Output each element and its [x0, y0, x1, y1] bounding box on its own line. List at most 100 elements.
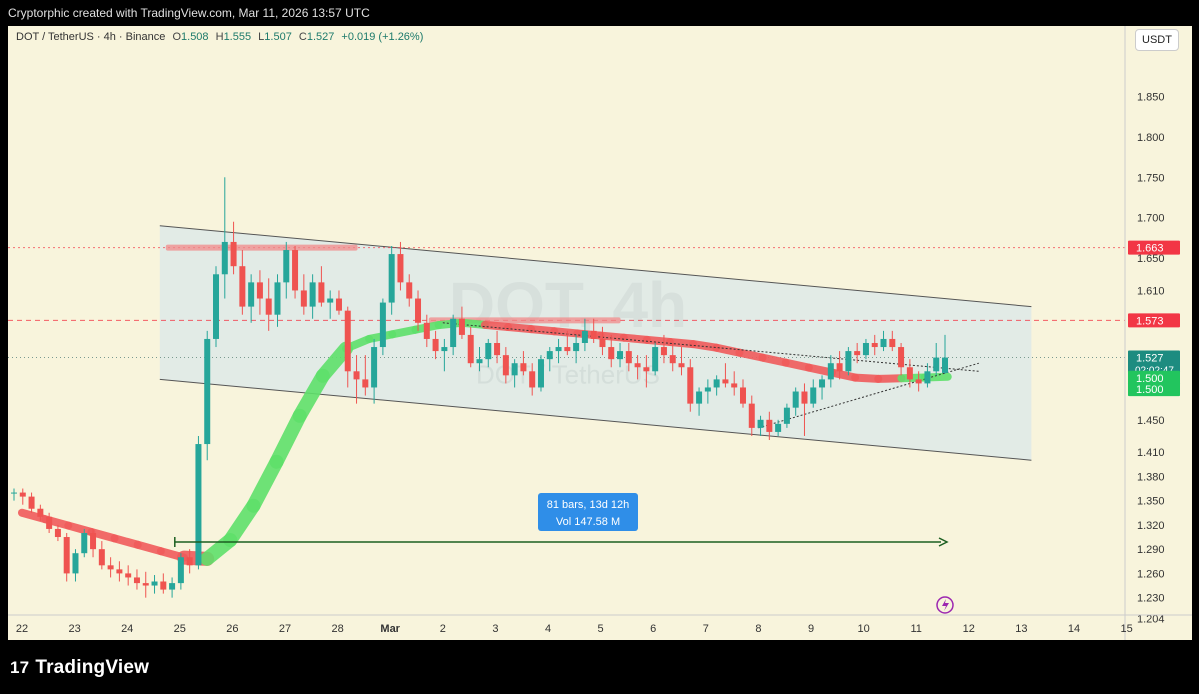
- candle: [766, 411, 773, 441]
- price-tick-label: 1.290: [1137, 544, 1165, 556]
- candle: [90, 528, 97, 558]
- candle: [239, 250, 246, 315]
- price-tick-label: 1.750: [1137, 172, 1165, 184]
- time-tick-label: 4: [545, 623, 551, 635]
- candle-body: [687, 367, 694, 404]
- tradingview-logo: 17 TradingView: [10, 657, 149, 679]
- price-tick-label: 1.700: [1137, 213, 1165, 225]
- candle-body: [792, 391, 799, 408]
- ma-ribbon-segment: [110, 534, 142, 549]
- candle-body: [933, 357, 940, 372]
- ma-ribbon-segment: [133, 540, 165, 556]
- time-tick-label: 11: [910, 623, 921, 635]
- ma-ribbon-segment: [18, 508, 50, 524]
- measure-label-bars: 81 bars, 13d 12h: [547, 499, 630, 511]
- time-tick-label: 25: [174, 623, 186, 635]
- price-tick-label: 1.450: [1137, 415, 1165, 427]
- candle: [81, 528, 88, 558]
- candle: [634, 355, 641, 380]
- candle: [775, 419, 782, 436]
- candle: [11, 488, 17, 501]
- candle-body: [177, 557, 184, 584]
- price-label-box: [1128, 313, 1180, 328]
- candle: [906, 359, 913, 388]
- time-tick-label: 2: [440, 623, 446, 635]
- price-label-value: 1.527: [1136, 353, 1164, 365]
- candle-body: [678, 363, 685, 368]
- candle: [871, 334, 878, 356]
- candle: [406, 274, 413, 307]
- candle-body: [599, 338, 606, 348]
- candle: [195, 435, 202, 570]
- candle: [160, 573, 167, 594]
- candle: [107, 557, 114, 578]
- candle: [72, 549, 79, 582]
- change-value: +0.019 (+1.26%): [341, 31, 424, 43]
- triangle-upper-line: [442, 322, 979, 372]
- candle: [696, 387, 703, 416]
- candle-body: [160, 581, 167, 590]
- candle-body: [529, 371, 536, 388]
- footer-bar: 17 TradingView: [0, 640, 1199, 694]
- candle-body: [898, 347, 905, 368]
- candle: [520, 351, 527, 376]
- candle-body: [107, 565, 114, 570]
- candle-body: [713, 379, 720, 388]
- resistance-zone-0: [165, 244, 358, 251]
- currency-button[interactable]: USDT: [1135, 29, 1179, 51]
- price-label-value: 1.500: [1136, 373, 1164, 385]
- candle: [599, 326, 606, 356]
- candle-body: [283, 250, 290, 283]
- candle-body: [845, 351, 852, 372]
- candle: [573, 334, 580, 364]
- candle: [880, 330, 887, 352]
- time-tick-label: 14: [1068, 623, 1080, 635]
- candle: [731, 371, 738, 396]
- candle-body: [142, 583, 149, 586]
- candle: [300, 274, 307, 315]
- candle: [125, 565, 132, 586]
- candle-body: [11, 492, 17, 494]
- candle-body: [204, 338, 211, 445]
- candle-body: [309, 282, 316, 307]
- ma-ribbon-segment: [64, 521, 96, 536]
- price-tick-label: 1.230: [1137, 593, 1165, 605]
- candle: [783, 403, 790, 428]
- candle-body: [827, 363, 834, 380]
- price-label-value: 1.663: [1136, 243, 1164, 255]
- candle-body: [300, 290, 307, 307]
- candle-body: [915, 379, 922, 384]
- candle: [37, 504, 44, 521]
- time-tick-label: 6: [650, 623, 656, 635]
- measure-arrow-head: [938, 537, 949, 547]
- candle: [116, 561, 123, 582]
- candle: [652, 343, 659, 376]
- price-label-value: 1.500: [1136, 384, 1164, 396]
- candle-body: [696, 391, 703, 404]
- candle: [441, 338, 448, 372]
- time-tick-label: 28: [331, 623, 343, 635]
- time-tick-label: Mar: [380, 623, 400, 635]
- candle: [248, 274, 255, 323]
- candle-body: [221, 241, 228, 275]
- price-label-value: 1.573: [1136, 315, 1164, 327]
- low-label: L: [258, 31, 265, 43]
- candle-body: [248, 282, 255, 307]
- candle-body: [169, 583, 176, 590]
- chart-frame[interactable]: DOT, 4h DOT / TetherUS 81 bars, 13d 12h Vol…: [8, 26, 1192, 640]
- candle: [625, 343, 632, 372]
- price-tick-label: 1.800: [1137, 132, 1165, 144]
- candle-body: [573, 343, 580, 352]
- candle: [63, 532, 70, 582]
- candle-body: [195, 444, 202, 566]
- candle: [371, 338, 378, 404]
- candle: [450, 314, 457, 356]
- ma-ribbon-segment: [292, 368, 330, 423]
- candle-body: [739, 387, 746, 404]
- price-tick-label: 1.350: [1137, 496, 1165, 508]
- candle: [537, 355, 544, 392]
- candle-body: [441, 347, 448, 352]
- candle-body: [502, 355, 509, 376]
- candle-body: [362, 379, 369, 388]
